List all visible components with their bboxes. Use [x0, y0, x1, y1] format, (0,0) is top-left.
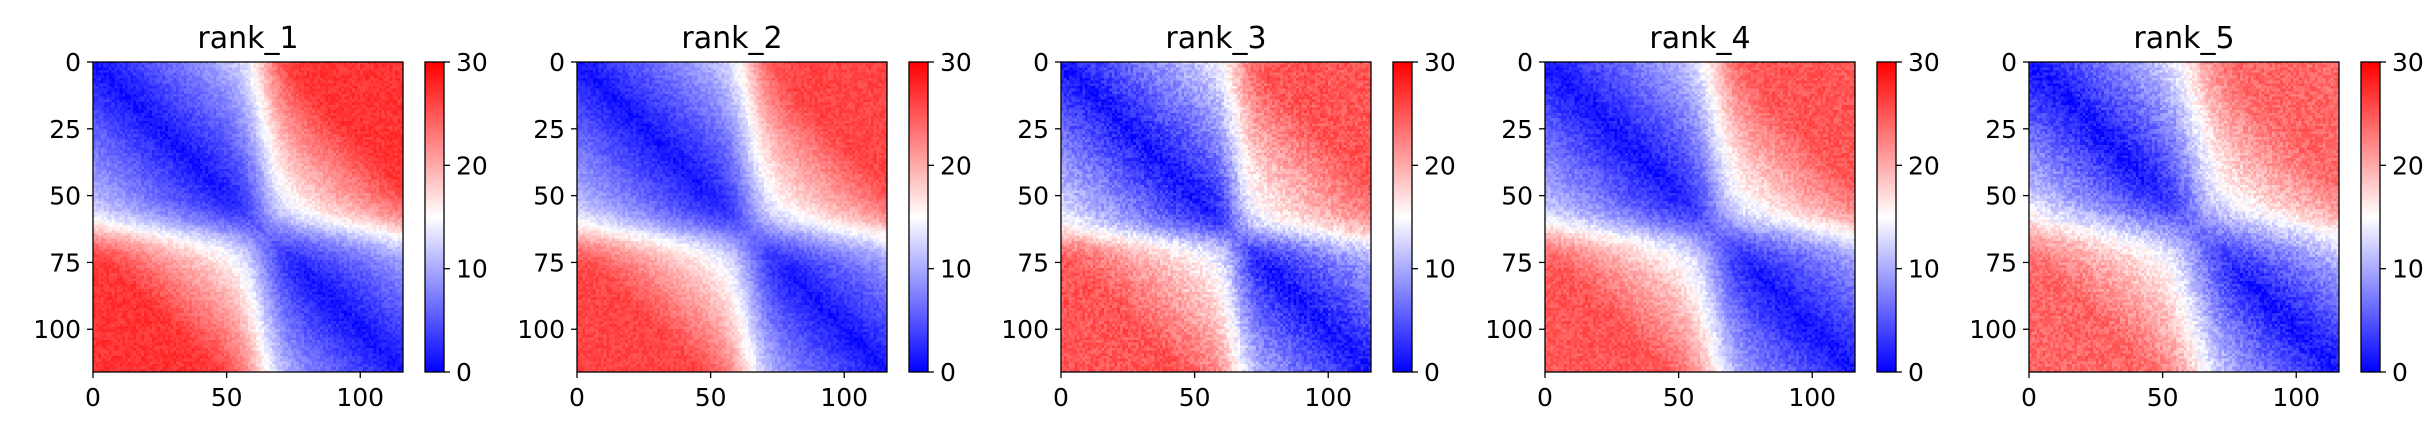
- x-tick-label: 50: [2147, 383, 2179, 412]
- y-tick-label: 100: [1969, 315, 2017, 344]
- panel-2: rank_2 0 50 100 0 25 50 75 100 0 10 20 30: [517, 21, 972, 412]
- y-tick-label: 0: [2001, 48, 2017, 77]
- x-tick-label: 50: [695, 383, 727, 412]
- y-tick-label: 0: [1033, 48, 1049, 77]
- colorbar-tick-label: 30: [1424, 48, 1456, 77]
- colorbar-tick-label: 30: [1908, 48, 1940, 77]
- colorbar-tick-label: 10: [1424, 255, 1456, 284]
- y-tick-label: 25: [1501, 115, 1533, 144]
- x-tick-label: 100: [1304, 383, 1352, 412]
- colorbar-tick-label: 20: [940, 151, 972, 180]
- y-tick-label: 75: [1017, 248, 1049, 277]
- panel-5: rank_5 0 50 100 0 25 50 75 100 0 10 20 30: [1969, 21, 2424, 412]
- colorbar-tick-label: 0: [2392, 358, 2408, 387]
- x-tick-label: 50: [211, 383, 243, 412]
- axes-frame: [1544, 61, 1856, 373]
- panel-title: rank_5: [2133, 21, 2234, 56]
- axes-frame: [92, 61, 404, 373]
- colorbar-tick-label: 0: [1424, 358, 1440, 387]
- y-tick-label: 50: [1501, 182, 1533, 211]
- axes-frame: [576, 61, 888, 373]
- colorbar-tick-label: 0: [940, 358, 956, 387]
- colorbar-tick-label: 20: [2392, 151, 2424, 180]
- colorbar: [424, 61, 445, 373]
- colorbar: [2360, 61, 2381, 373]
- y-tick-label: 0: [65, 48, 81, 77]
- panel-title: rank_1: [197, 21, 298, 56]
- x-tick-label: 50: [1663, 383, 1695, 412]
- axes-frame: [1060, 61, 1372, 373]
- heatmap-image: [577, 62, 887, 372]
- panel-title: rank_4: [1649, 21, 1750, 56]
- x-tick-label: 0: [85, 383, 101, 412]
- x-tick-label: 100: [336, 383, 384, 412]
- colorbar: [908, 61, 929, 373]
- colorbar-tick-label: 0: [1908, 358, 1924, 387]
- colorbar-tick-label: 30: [940, 48, 972, 77]
- colorbar-tick-label: 10: [456, 255, 488, 284]
- panel-1: rank_1 0 50 100 0 25 50 75 100 0 10 20 30: [33, 21, 488, 412]
- colorbar-tick-label: 20: [456, 151, 488, 180]
- heatmap-image: [93, 62, 403, 372]
- y-tick-label: 100: [1485, 315, 1533, 344]
- y-tick-label: 0: [549, 48, 565, 77]
- x-tick-label: 0: [2021, 383, 2037, 412]
- y-tick-label: 75: [1985, 248, 2017, 277]
- heatmap-image: [1061, 62, 1371, 372]
- y-tick-label: 75: [49, 248, 81, 277]
- y-tick-label: 0: [1517, 48, 1533, 77]
- x-tick-label: 50: [1179, 383, 1211, 412]
- heatmap-image: [1545, 62, 1855, 372]
- y-tick-label: 50: [533, 182, 565, 211]
- panel-title: rank_2: [681, 21, 782, 56]
- axes-frame: [2028, 61, 2340, 373]
- x-tick-label: 100: [2272, 383, 2320, 412]
- colorbar-tick-label: 10: [940, 255, 972, 284]
- panel-4: rank_4 0 50 100 0 25 50 75 100 0 10 20 30: [1485, 21, 1940, 412]
- colorbar-tick-label: 30: [2392, 48, 2424, 77]
- y-tick-label: 25: [1985, 115, 2017, 144]
- x-tick-label: 0: [1053, 383, 1069, 412]
- y-tick-label: 75: [533, 248, 565, 277]
- colorbar-tick-label: 20: [1908, 151, 1940, 180]
- colorbar-tick-label: 30: [456, 48, 488, 77]
- x-tick-label: 0: [1537, 383, 1553, 412]
- panel-3: rank_3 0 50 100 0 25 50 75 100 0 10 20 30: [1001, 21, 1456, 412]
- x-tick-label: 100: [1788, 383, 1836, 412]
- y-tick-label: 50: [1017, 182, 1049, 211]
- colorbar-tick-label: 0: [456, 358, 472, 387]
- y-tick-label: 50: [49, 182, 81, 211]
- x-tick-label: 0: [569, 383, 585, 412]
- y-tick-label: 100: [1001, 315, 1049, 344]
- x-tick-label: 100: [820, 383, 868, 412]
- y-tick-label: 100: [517, 315, 565, 344]
- colorbar: [1876, 61, 1897, 373]
- y-tick-label: 25: [49, 115, 81, 144]
- y-tick-label: 100: [33, 315, 81, 344]
- y-tick-label: 50: [1985, 182, 2017, 211]
- y-tick-label: 25: [533, 115, 565, 144]
- panel-title: rank_3: [1165, 21, 1266, 56]
- colorbar-tick-label: 10: [2392, 255, 2424, 284]
- colorbar: [1392, 61, 1413, 373]
- heatmap-image: [2029, 62, 2339, 372]
- colorbar-tick-label: 10: [1908, 255, 1940, 284]
- colorbar-tick-label: 20: [1424, 151, 1456, 180]
- y-tick-label: 75: [1501, 248, 1533, 277]
- y-tick-label: 25: [1017, 115, 1049, 144]
